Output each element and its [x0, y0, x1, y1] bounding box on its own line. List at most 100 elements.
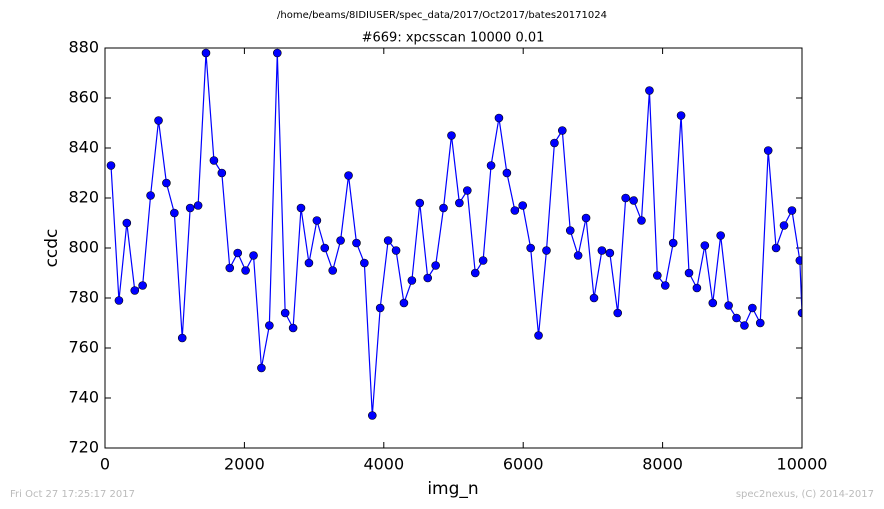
marker [257, 363, 266, 373]
marker [344, 171, 353, 180]
marker [494, 113, 504, 123]
y-axis-label: ccdc [42, 229, 62, 268]
marker [328, 266, 338, 275]
marker [407, 276, 417, 285]
marker [336, 236, 345, 245]
marker [217, 168, 227, 178]
y-tick-label: 720 [68, 438, 99, 457]
y-tick-label: 800 [68, 238, 99, 257]
y-tick-label: 840 [68, 138, 99, 157]
marker [740, 321, 749, 330]
y-tick-label: 860 [68, 88, 99, 107]
marker [447, 131, 456, 140]
marker [660, 281, 670, 290]
marker [645, 86, 654, 95]
x-tick-label: 10000 [777, 455, 828, 474]
marker [478, 256, 488, 265]
plot-frame [104, 47, 803, 449]
chart-title: #669: xpcsscan 10000 0.01 [362, 31, 545, 46]
x-tick-label: 0 [100, 455, 110, 474]
marker [399, 298, 409, 308]
marker [320, 243, 330, 253]
marker [597, 246, 607, 255]
marker [367, 411, 377, 420]
marker [439, 203, 448, 213]
marker [201, 48, 211, 58]
marker [486, 161, 496, 170]
marker [502, 168, 512, 178]
marker [565, 226, 575, 235]
marker [154, 116, 163, 125]
marker [304, 258, 314, 268]
marker [684, 268, 694, 278]
marker [233, 248, 243, 258]
x-tick-label: 4000 [363, 455, 404, 474]
x-tick-label: 6000 [503, 455, 544, 474]
marker [534, 331, 543, 340]
marker [510, 206, 520, 215]
marker [629, 196, 638, 205]
marker [653, 271, 662, 280]
marker [177, 333, 187, 343]
marker [732, 313, 741, 323]
marker [613, 308, 623, 318]
marker [716, 231, 725, 240]
marker [241, 266, 250, 275]
marker [162, 178, 171, 188]
suptitle: /home/beams/8IDIUSER/spec_data/2017/Oct2… [277, 10, 607, 21]
marker [708, 298, 718, 308]
marker [797, 308, 802, 318]
marker [122, 218, 132, 228]
marker [391, 246, 401, 255]
marker [463, 186, 472, 195]
marker [209, 156, 219, 165]
marker [573, 251, 583, 260]
marker [146, 191, 155, 200]
y-tick-label: 880 [68, 38, 99, 57]
marker [360, 258, 369, 268]
x-tick-label: 8000 [642, 455, 683, 474]
marker [637, 216, 646, 225]
footer-left: Fri Oct 27 17:25:17 2017 [10, 489, 135, 500]
marker [795, 256, 802, 265]
marker [724, 301, 733, 310]
footer-right: spec2nexus, (C) 2014-2017 [736, 489, 874, 500]
marker [542, 246, 551, 255]
marker [668, 238, 678, 248]
marker [352, 238, 361, 248]
marker [692, 283, 702, 293]
marker [265, 321, 274, 330]
marker [589, 293, 599, 303]
marker [272, 48, 282, 58]
marker [312, 216, 322, 225]
marker [526, 243, 535, 253]
marker [763, 146, 773, 155]
marker [375, 303, 385, 313]
marker [225, 263, 235, 273]
line [110, 52, 802, 416]
marker [621, 193, 630, 203]
marker [249, 251, 258, 260]
marker [605, 248, 615, 258]
y-tick-label: 820 [68, 188, 99, 207]
marker [383, 236, 393, 245]
marker [581, 213, 591, 223]
marker [138, 281, 147, 290]
marker [455, 198, 464, 208]
marker [415, 198, 425, 208]
marker [518, 201, 528, 210]
x-axis-label: img_n [427, 479, 478, 499]
marker [423, 273, 433, 283]
marker [431, 261, 440, 270]
marker [779, 221, 789, 230]
marker [130, 286, 140, 295]
marker [106, 161, 116, 170]
marker [558, 126, 567, 135]
marker [550, 138, 559, 148]
marker [748, 303, 757, 313]
marker [288, 323, 298, 333]
marker [787, 206, 797, 215]
marker [296, 203, 306, 213]
marker [771, 243, 781, 253]
